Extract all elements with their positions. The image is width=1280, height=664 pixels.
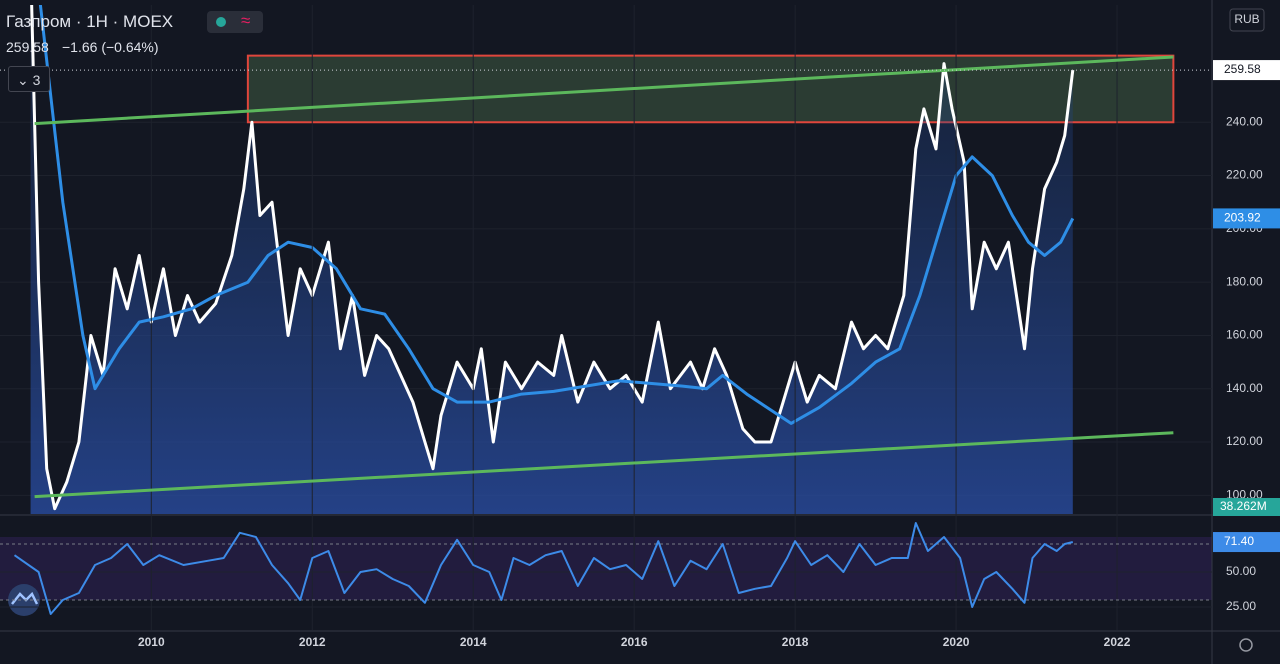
x-tick-label: 2020 [943,635,970,649]
value-badge [1213,208,1280,229]
y-tick-label: 140.00 [1226,381,1263,395]
indicator-toggle[interactable]: ⌄ 3 [8,66,50,92]
trend-line [34,55,1174,126]
value-badge-label: 203.92 [1224,211,1261,225]
series-line [30,5,1075,511]
volume-badge [1213,498,1280,516]
x-tick-label: 2016 [621,635,648,649]
currency-box[interactable] [1229,8,1265,32]
trend-line [34,431,1174,499]
price-badge-label: 259.58 [1224,62,1261,76]
price-change: −1.66 (−0.64%) [62,39,159,55]
price-badge [1213,60,1280,81]
indicator-count: 3 [32,72,41,88]
symbol: Газпром · 1Н · MOEX [6,12,174,31]
x-tick-label: 2022 [1104,635,1131,649]
status-pill: ≈ [207,11,263,33]
pane [0,522,1212,615]
x-tick-label: 2014 [460,635,487,649]
value-badge-label: 71.40 [1224,534,1254,548]
rsi-band [0,537,1212,600]
y-tick-label: 180.00 [1226,274,1263,288]
y-tick-label: 25.00 [1226,599,1256,613]
currency: RUB [1234,12,1259,26]
series-line [38,5,1075,425]
series-line [13,522,1074,615]
x-tick-label: 2012 [299,635,326,649]
volume-badge-label: 38.262M [1220,499,1267,513]
x-tick-label: 2010 [138,635,165,649]
y-tick-label: 240.00 [1226,114,1263,128]
y-tick-label: 50.00 [1226,564,1256,578]
y-tick-label: 120.00 [1226,434,1263,448]
x-tick-label: 2018 [782,635,809,649]
y-tick-label: 160.00 [1226,328,1263,342]
y-tick-label: 220.00 [1226,168,1263,182]
price-area [30,5,1073,514]
settings-icon[interactable] [1239,638,1253,652]
value-badge [1213,532,1280,553]
last-price: 259.58 [6,39,49,55]
